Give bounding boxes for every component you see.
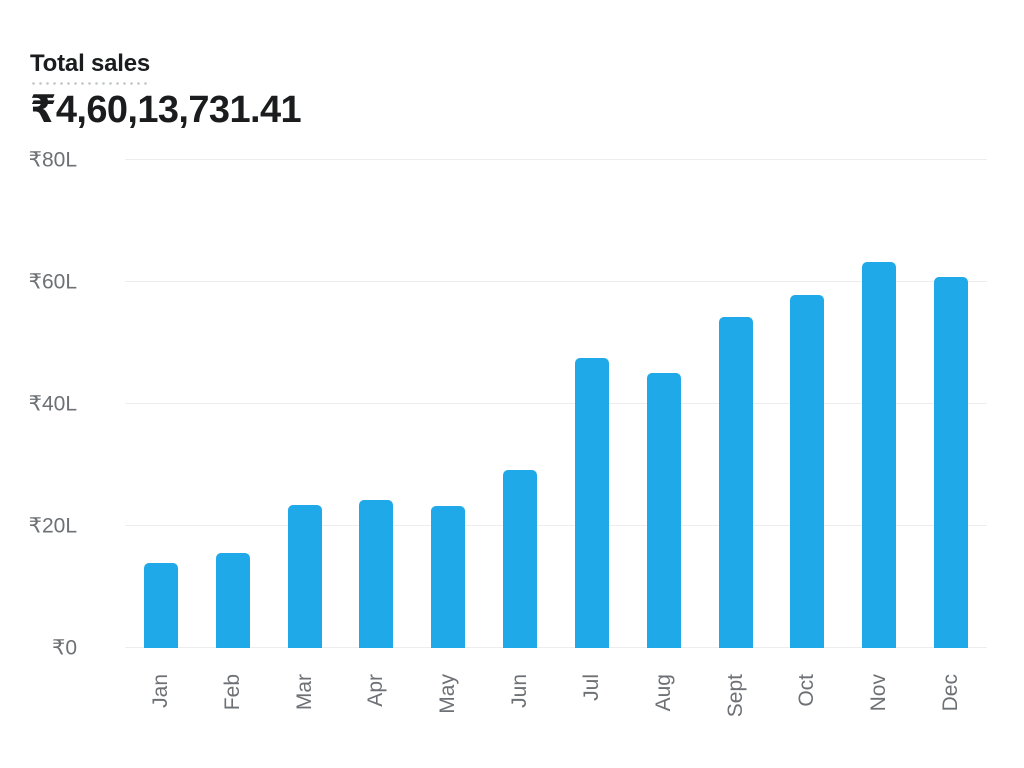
bar-nov[interactable] [862,262,897,648]
metric-header: Total sales ₹4,60,13,731.41 [30,50,302,131]
gridlines [125,159,987,648]
bar-band [843,160,915,648]
plot-area: Jan Feb Mar Apr May Jun Jul Aug Sept Oct Nov Dec [125,159,987,717]
total-sales-value: ₹4,60,13,731.41 [30,89,302,131]
bar-band [269,160,341,648]
bar-band [556,160,628,648]
bar-sept[interactable] [718,316,753,648]
bar-band [412,160,484,648]
x-axis-tick-label: Sept [723,674,747,718]
bar-band [771,160,843,648]
x-axis-labels: Jan Feb Mar Apr May Jun Jul Aug Sept Oct Nov Dec [125,648,987,734]
x-axis-tick: Apr [340,674,412,734]
bar-band [915,160,987,648]
x-axis-tick-label: Jul [579,674,603,701]
y-axis-tick-label: ₹60L [28,270,77,294]
total-sales-label[interactable]: Total sales [30,50,150,85]
y-axis-tick-label: ₹20L [28,514,77,538]
x-axis-tick: Jun [484,674,556,734]
bar-jun[interactable] [503,469,538,648]
bar-feb[interactable] [215,552,250,648]
bar-jan[interactable] [143,562,178,648]
y-axis-tick-label: ₹0 [51,636,77,660]
bar-jul[interactable] [574,357,609,648]
x-axis-tick: Jul [556,674,628,734]
bar-band [700,160,772,648]
gridline [125,281,987,282]
bar-band [125,160,197,648]
x-axis-tick: Nov [843,674,915,734]
x-axis-tick-label: May [436,674,460,714]
gridline [125,159,987,160]
gridline [125,525,987,526]
y-axis-tick-label: ₹80L [28,148,77,172]
x-axis-tick-label: Jun [508,674,532,708]
bar-band [197,160,269,648]
bar-mar[interactable] [287,504,322,648]
x-axis-tick-label: Apr [364,674,388,707]
x-axis-tick: Oct [771,674,843,734]
x-axis-tick-label: Dec [939,674,963,712]
y-axis-labels: ₹0 ₹20L ₹40L ₹60L ₹80L [0,149,77,660]
x-axis-tick: Dec [915,674,987,734]
gridline [125,403,987,404]
x-axis-tick: Feb [197,674,269,734]
x-axis-tick-label: Nov [867,674,891,712]
bar-band [340,160,412,648]
x-axis-tick-label: Aug [651,674,675,712]
bar-apr[interactable] [359,499,394,648]
bars-row [125,160,987,648]
x-axis-tick: Mar [269,674,341,734]
x-axis-tick: May [412,674,484,734]
x-axis-tick-label: Mar [292,674,316,711]
bar-oct[interactable] [790,294,825,648]
x-axis-tick-label: Oct [795,674,819,707]
bar-aug[interactable] [646,372,681,648]
bar-band [628,160,700,648]
y-axis-tick-label: ₹40L [28,392,77,416]
gridline [125,647,987,648]
bar-dec[interactable] [934,276,969,648]
x-axis-tick-label: Jan [148,674,172,708]
bar-band [484,160,556,648]
x-axis-tick-label: Feb [220,674,244,711]
bar-may[interactable] [431,505,466,648]
x-axis-tick: Aug [628,674,700,734]
x-axis-tick: Jan [125,674,197,734]
x-axis-tick: Sept [700,674,772,734]
